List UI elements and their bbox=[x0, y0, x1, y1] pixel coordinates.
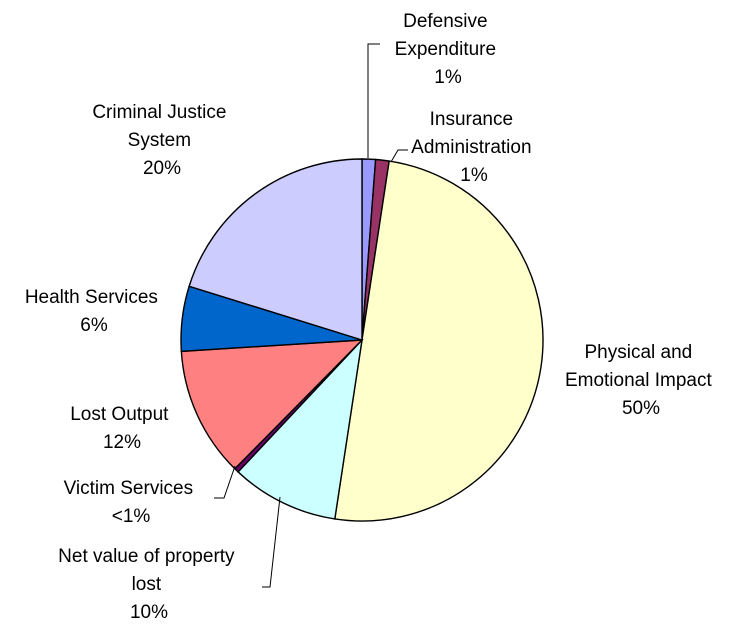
label-line: Insurance bbox=[430, 109, 513, 130]
label-value: <1% bbox=[112, 506, 151, 527]
label-line: System bbox=[128, 130, 191, 151]
slice-label-defensive-expenditure: Defensive Expenditure 1% bbox=[395, 11, 502, 88]
slice-label-victim-services: Victim Services <1% bbox=[64, 478, 199, 527]
label-line: Health Services bbox=[25, 287, 158, 308]
label-line: Victim Services bbox=[64, 478, 194, 499]
leader-line-defensive-expenditure bbox=[367, 43, 380, 158]
slice-labels: Defensive Expenditure 1% Insurance Admin… bbox=[25, 11, 717, 623]
slice-label-criminal-justice-system: Criminal Justice System 20% bbox=[92, 102, 231, 179]
label-value: 10% bbox=[130, 602, 168, 623]
label-value: 50% bbox=[622, 398, 660, 419]
pie-slice-lost-output bbox=[180, 339, 364, 470]
label-value: 1% bbox=[434, 67, 462, 88]
slice-label-net-value-property-lost: Net value of property lost 10% bbox=[58, 546, 240, 623]
label-line: Physical and bbox=[584, 342, 692, 363]
label-line: Emotional Impact bbox=[565, 370, 713, 391]
label-line: Lost Output bbox=[70, 404, 169, 425]
label-line: Criminal Justice bbox=[92, 102, 226, 123]
slice-label-health-services: Health Services 6% bbox=[25, 287, 163, 336]
leader-line-victim-services bbox=[214, 465, 236, 499]
slice-label-insurance-administration: Insurance Administration 1% bbox=[411, 109, 537, 186]
label-line: Administration bbox=[411, 137, 531, 158]
leader-line-insurance-administration bbox=[390, 149, 408, 163]
label-line: Expenditure bbox=[395, 39, 496, 60]
slice-label-physical-emotional-impact: Physical and Emotional Impact 50% bbox=[565, 342, 717, 419]
slice-label-lost-output: Lost Output 12% bbox=[70, 404, 174, 453]
label-line: Defensive bbox=[403, 11, 488, 32]
pie-slice-physical-and-emotional-impact bbox=[334, 160, 544, 522]
label-value: 20% bbox=[143, 158, 181, 179]
pie-slice-net-value-of-property-lost bbox=[237, 337, 364, 520]
label-value: 6% bbox=[80, 315, 108, 336]
label-line: Net value of property bbox=[58, 546, 235, 567]
leader-lines bbox=[214, 43, 408, 588]
label-value: 1% bbox=[460, 165, 488, 186]
pie-slices bbox=[180, 158, 544, 522]
label-line: lost bbox=[132, 574, 162, 595]
leader-line-net-value-property-lost bbox=[262, 496, 281, 588]
pie-slice-criminal-justice-system bbox=[188, 158, 363, 341]
label-value: 12% bbox=[103, 432, 141, 453]
